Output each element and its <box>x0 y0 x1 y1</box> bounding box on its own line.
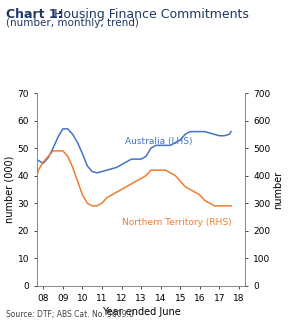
Y-axis label: number (000): number (000) <box>5 156 15 223</box>
Text: Chart 1:: Chart 1: <box>6 8 62 21</box>
Text: Source: DTF; ABS Cat. No. 5609.0: Source: DTF; ABS Cat. No. 5609.0 <box>6 310 134 319</box>
Text: Northern Territory (RHS): Northern Territory (RHS) <box>122 218 231 227</box>
X-axis label: Year ended June: Year ended June <box>102 307 181 317</box>
Text: (number, monthly, trend): (number, monthly, trend) <box>6 18 139 28</box>
Y-axis label: number: number <box>273 170 283 209</box>
Text: Housing Finance Commitments: Housing Finance Commitments <box>50 8 249 21</box>
Text: Australia (LHS): Australia (LHS) <box>126 137 193 146</box>
